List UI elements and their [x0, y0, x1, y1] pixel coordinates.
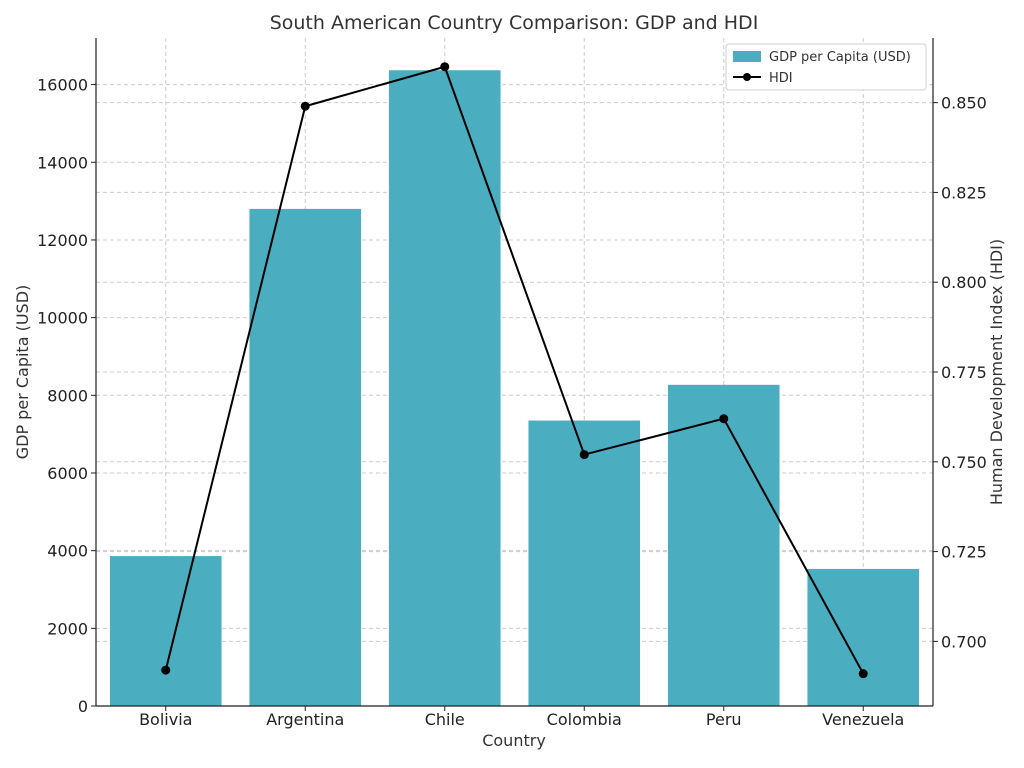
y2-tick-label: 0.700	[941, 632, 987, 651]
y-tick-label: 12000	[37, 231, 88, 250]
y-tick-label: 16000	[37, 76, 88, 95]
y2-tick-label: 0.850	[941, 94, 987, 113]
y2-tick-label: 0.800	[941, 273, 987, 292]
y2-tick-label: 0.775	[941, 363, 987, 382]
bar-chile	[388, 70, 501, 707]
hdi-line	[164, 65, 865, 675]
x-tick-label: Chile	[425, 710, 465, 729]
legend-label-hdi: HDI	[769, 71, 793, 86]
x-tick-label: Venezuela	[822, 710, 904, 729]
x-tick-label: Peru	[706, 710, 742, 729]
legend-label-gdp: GDP per Capita (USD)	[769, 50, 911, 65]
y-tick-label: 14000	[37, 153, 88, 172]
axes: 0 2000 4000 6000 8000 10000 12000 14000 16000 0.7…	[37, 38, 987, 729]
legend: GDP per Capita (USD) HDI	[725, 43, 927, 91]
bar-peru	[667, 384, 780, 706]
line-series	[161, 62, 868, 679]
hdi-point-venezuela	[858, 669, 868, 679]
x-tick-label: Bolivia	[139, 710, 192, 729]
bar-argentina	[249, 208, 362, 706]
hdi-point-peru	[719, 414, 729, 424]
y2-tick-label: 0.750	[941, 453, 987, 472]
y-tick-label: 4000	[47, 542, 88, 561]
y-tick-label: 6000	[47, 464, 88, 483]
legend-frame	[725, 43, 927, 91]
bar-venezuela	[807, 568, 920, 706]
y-tick-label: 10000	[37, 309, 88, 328]
legend-swatch-hdi-marker	[743, 73, 751, 81]
chart-title: South American Country Comparison: GDP a…	[270, 12, 759, 34]
y2-axis-label: Human Development Index (HDI)	[987, 239, 1006, 505]
y2-tick-label: 0.725	[941, 543, 987, 562]
y-tick-label: 8000	[47, 386, 88, 405]
y-tick-label: 0	[78, 697, 88, 716]
y-tick-label: 2000	[47, 619, 88, 638]
x-tick-label: Argentina	[266, 710, 344, 729]
bar-bolivia	[109, 556, 222, 706]
bar-series	[109, 70, 920, 707]
legend-swatch-gdp	[733, 51, 761, 62]
hdi-point-chile	[440, 62, 450, 72]
hdi-point-colombia	[579, 450, 589, 460]
x-axis-label: Country	[482, 731, 546, 750]
hdi-point-bolivia	[161, 665, 171, 675]
y2-tick-label: 0.825	[941, 183, 987, 202]
x-tick-label: Colombia	[547, 710, 622, 729]
y-axis-label: GDP per Capita (USD)	[13, 285, 32, 460]
bar-colombia	[528, 420, 641, 706]
hdi-point-argentina	[300, 101, 310, 111]
